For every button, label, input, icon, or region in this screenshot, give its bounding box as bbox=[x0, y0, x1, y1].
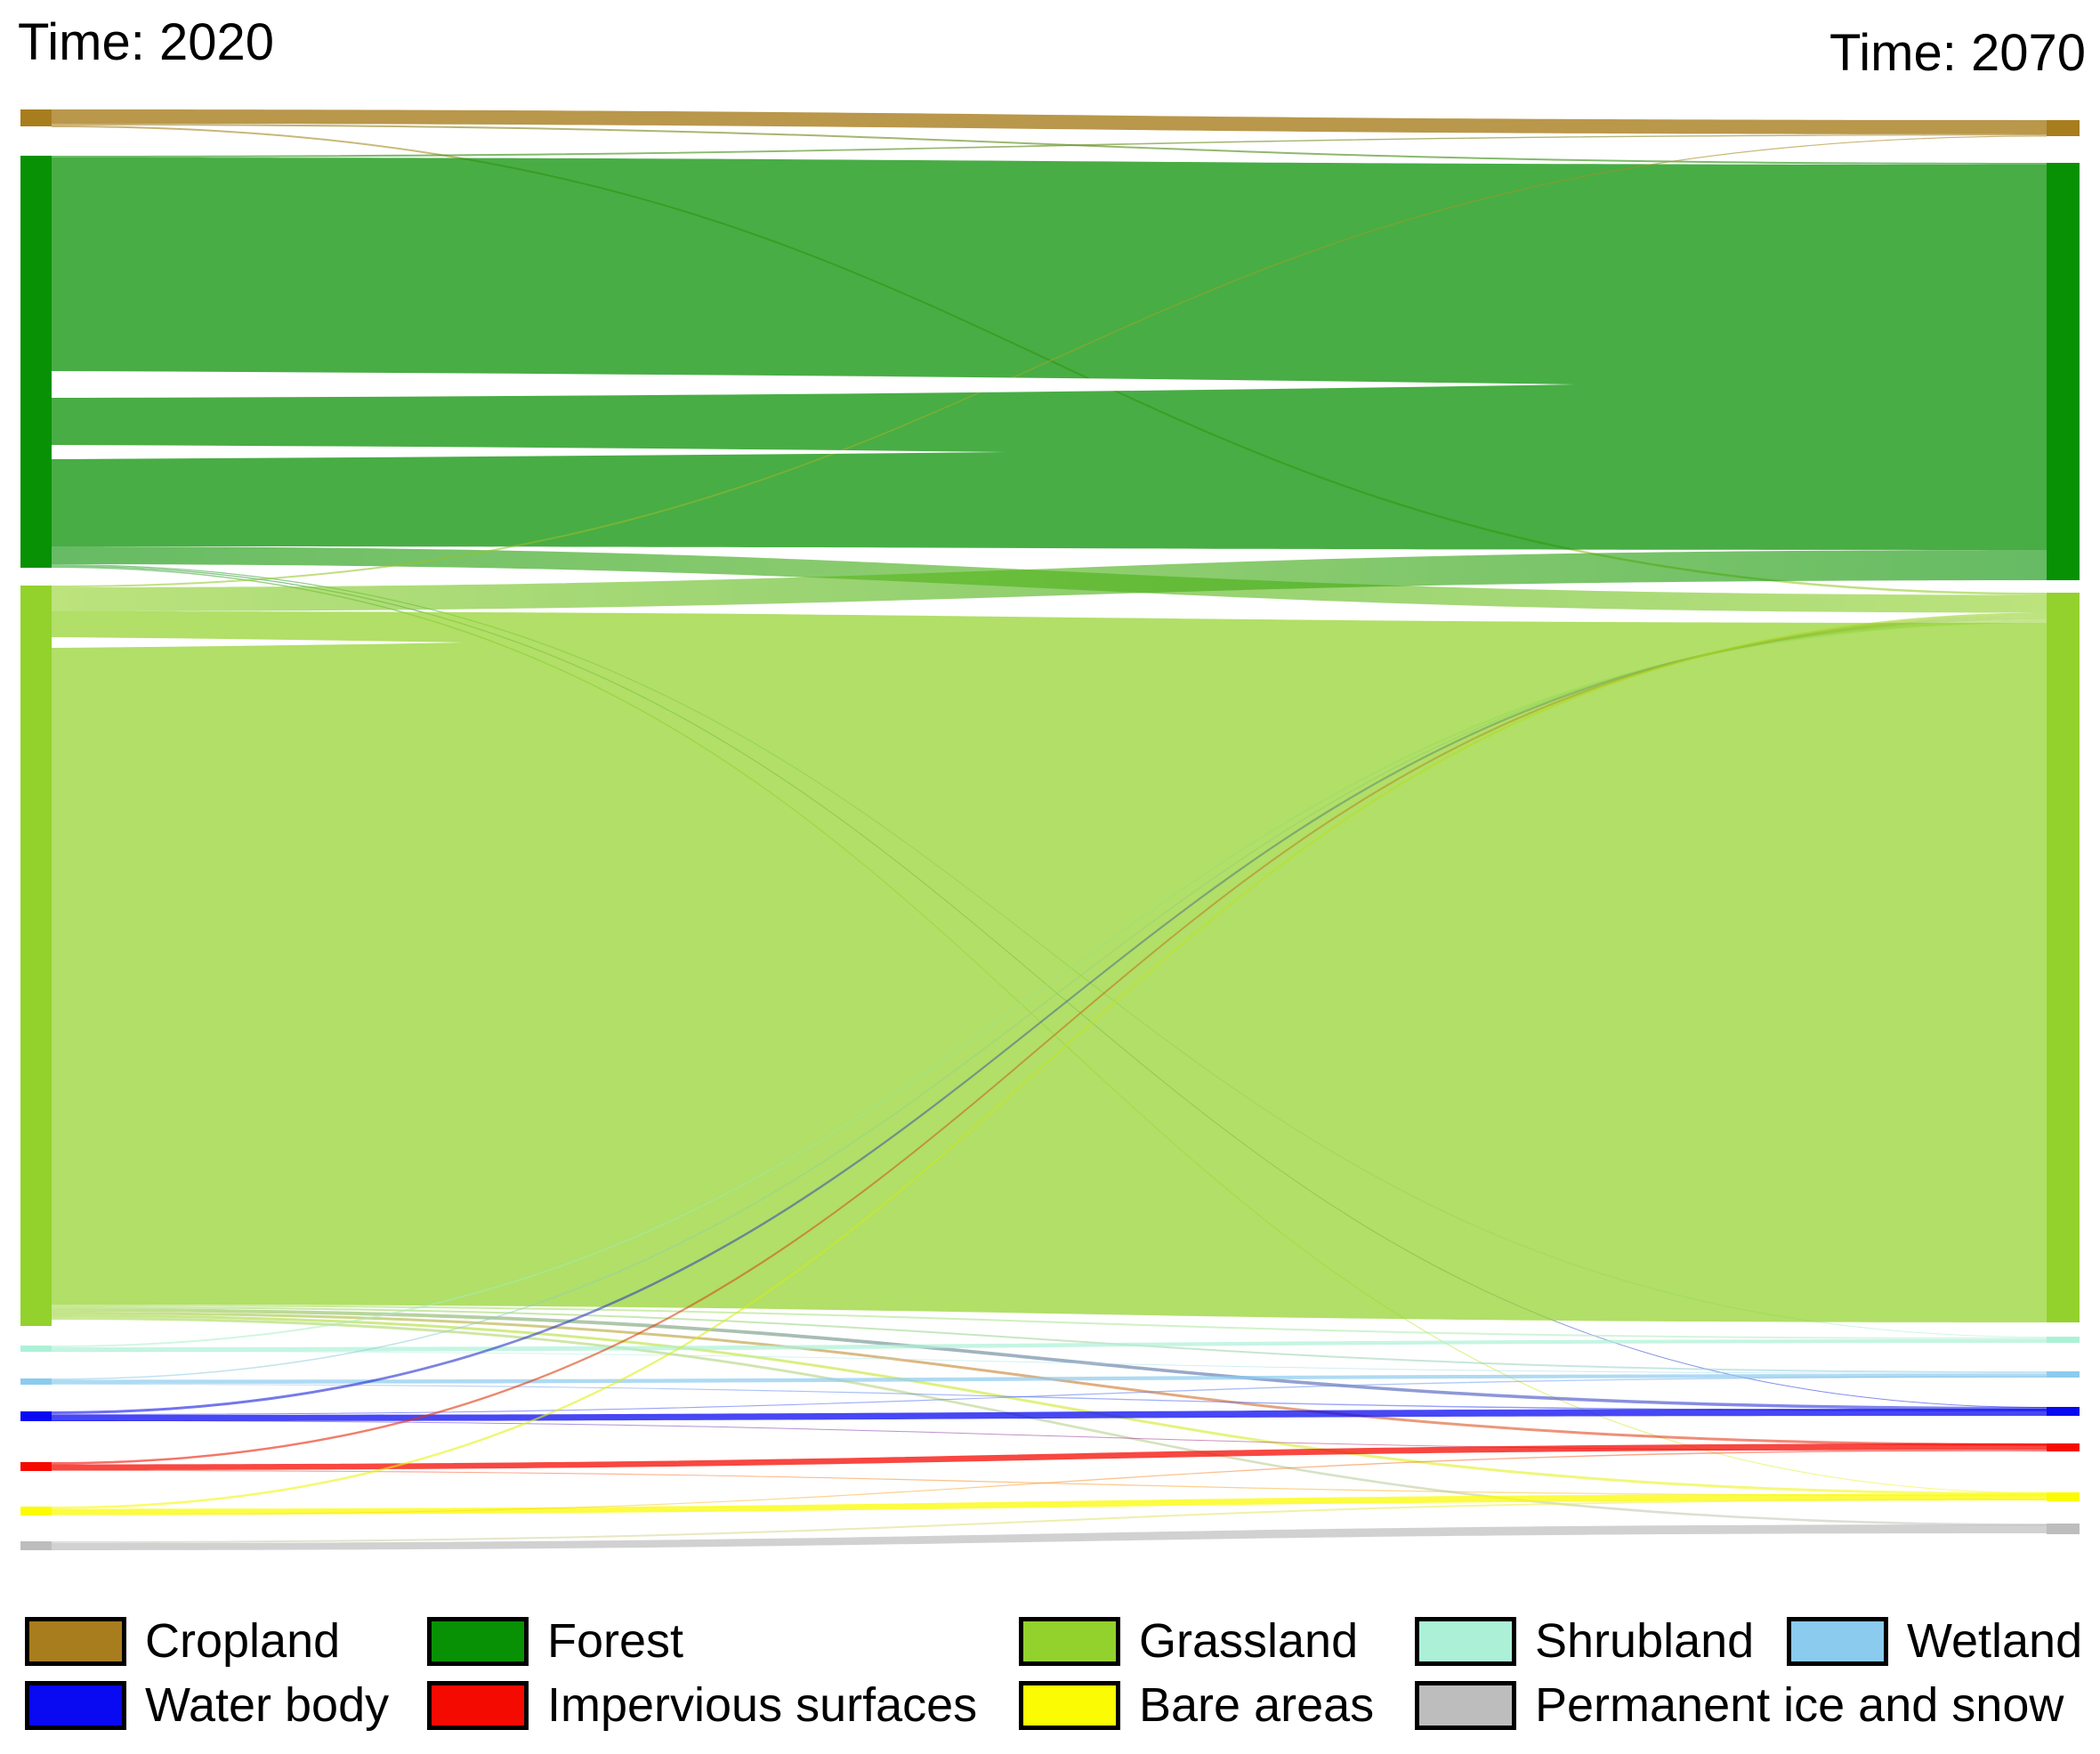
link-grassland-to-bare[interactable] bbox=[52, 1314, 2047, 1495]
node-2070-forest[interactable] bbox=[2047, 163, 2080, 580]
legend-label-impervious: Impervious surfaces bbox=[547, 1678, 978, 1732]
link-grassland-to-wetland[interactable] bbox=[52, 1306, 2047, 1373]
legend-swatch-impervious bbox=[427, 1680, 529, 1730]
legend-swatch-bare bbox=[1019, 1680, 1120, 1730]
node-2020-shrubland[interactable] bbox=[20, 1346, 52, 1352]
link-grassland-to-shrubland[interactable] bbox=[52, 1305, 2047, 1339]
node-2020-impervious[interactable] bbox=[20, 1462, 52, 1471]
legend-swatch-wetland bbox=[1787, 1616, 1888, 1666]
node-2070-grassland[interactable] bbox=[2047, 593, 2080, 1322]
link-water-to-impervious[interactable] bbox=[52, 1420, 2047, 1451]
link-impervious-to-impervious[interactable] bbox=[52, 1443, 2047, 1470]
link-bare-to-grassland[interactable] bbox=[52, 612, 2047, 1509]
legend-item-water: Water body bbox=[25, 1678, 390, 1732]
node-2020-forest[interactable] bbox=[20, 156, 52, 568]
legend-item-grassland: Grassland bbox=[1019, 1614, 1359, 1668]
link-bare-to-bare[interactable] bbox=[52, 1493, 2047, 1516]
legend-swatch-shrubland bbox=[1415, 1616, 1516, 1666]
link-grassland-to-ice[interactable] bbox=[52, 1317, 2047, 1526]
link-wetland-to-grassland[interactable] bbox=[52, 619, 2047, 1380]
node-2020-water[interactable] bbox=[20, 1411, 52, 1421]
link-ice-to-bare[interactable] bbox=[52, 1499, 2047, 1543]
link-ice-to-ice[interactable] bbox=[52, 1524, 2047, 1550]
node-2020-bare[interactable] bbox=[20, 1507, 52, 1516]
legend-item-ice: Permanent ice and snow bbox=[1415, 1678, 2064, 1732]
legend-label-ice: Permanent ice and snow bbox=[1535, 1678, 2064, 1732]
node-2070-shrubland[interactable] bbox=[2047, 1337, 2080, 1343]
legend-item-impervious: Impervious surfaces bbox=[427, 1678, 978, 1732]
legend-label-wetland: Wetland bbox=[1907, 1614, 2083, 1668]
link-water-to-grassland[interactable] bbox=[52, 617, 2047, 1415]
legend-swatch-cropland bbox=[25, 1616, 126, 1666]
legend-item-forest: Forest bbox=[427, 1614, 684, 1668]
legend-label-water: Water body bbox=[145, 1678, 390, 1732]
link-impervious-to-grassland[interactable] bbox=[52, 615, 2047, 1465]
link-grassland-to-forest[interactable] bbox=[52, 550, 2047, 611]
link-cropland-to-forest[interactable] bbox=[52, 124, 2047, 165]
legend-item-cropland: Cropland bbox=[25, 1614, 341, 1668]
link-water-to-water[interactable] bbox=[52, 1409, 2047, 1421]
flow-gap-2 bbox=[52, 445, 1006, 459]
node-2020-cropland[interactable] bbox=[20, 109, 52, 126]
legend-label-grassland: Grassland bbox=[1139, 1614, 1359, 1668]
title-time-2070: Time: 2070 bbox=[1829, 24, 2086, 82]
link-forest-to-cropland[interactable] bbox=[52, 134, 2047, 158]
link-grassland-to-water[interactable] bbox=[52, 1308, 2047, 1410]
node-2070-water[interactable] bbox=[2047, 1407, 2080, 1416]
link-grassland-to-grassland[interactable] bbox=[52, 611, 2047, 1322]
link-bare-to-impervious[interactable] bbox=[52, 1450, 2047, 1516]
legend-swatch-water bbox=[25, 1680, 126, 1730]
legend-item-bare: Bare areas bbox=[1019, 1678, 1375, 1732]
node-2070-bare[interactable] bbox=[2047, 1492, 2080, 1501]
flow-gap-3 bbox=[52, 637, 463, 648]
node-2020-wetland[interactable] bbox=[20, 1378, 52, 1385]
link-wetland-to-water[interactable] bbox=[52, 1384, 2047, 1411]
node-2070-wetland[interactable] bbox=[2047, 1371, 2080, 1378]
link-grassland-to-cropland[interactable] bbox=[52, 135, 2047, 588]
legend-label-forest: Forest bbox=[547, 1614, 684, 1668]
legend-item-wetland: Wetland bbox=[1787, 1614, 2083, 1668]
legend-label-cropland: Cropland bbox=[145, 1614, 341, 1668]
link-forest-to-forest[interactable] bbox=[52, 158, 2047, 550]
legend-label-shrubland: Shrubland bbox=[1535, 1614, 1755, 1668]
legend-item-shrubland: Shrubland bbox=[1415, 1614, 1755, 1668]
node-2070-ice[interactable] bbox=[2047, 1524, 2080, 1534]
link-shrubland-to-grassland[interactable] bbox=[52, 620, 2047, 1348]
legend-swatch-ice bbox=[1415, 1680, 1516, 1730]
node-2020-ice[interactable] bbox=[20, 1541, 52, 1550]
node-2070-cropland[interactable] bbox=[2047, 120, 2080, 136]
link-shrubland-to-wetland[interactable] bbox=[52, 1351, 2047, 1374]
node-2070-impervious[interactable] bbox=[2047, 1443, 2080, 1451]
link-cropland-to-cropland[interactable] bbox=[52, 109, 2047, 134]
title-time-2020: Time: 2020 bbox=[18, 13, 274, 71]
flow-gap-1 bbox=[52, 371, 1575, 398]
legend-label-bare: Bare areas bbox=[1139, 1678, 1375, 1732]
link-wetland-to-wetland[interactable] bbox=[52, 1374, 2047, 1384]
legend-swatch-grassland bbox=[1019, 1616, 1120, 1666]
node-2020-grassland[interactable] bbox=[20, 586, 52, 1326]
link-water-to-wetland[interactable] bbox=[52, 1376, 2047, 1416]
link-shrubland-to-shrubland[interactable] bbox=[52, 1339, 2047, 1352]
legend-swatch-forest bbox=[427, 1616, 529, 1666]
